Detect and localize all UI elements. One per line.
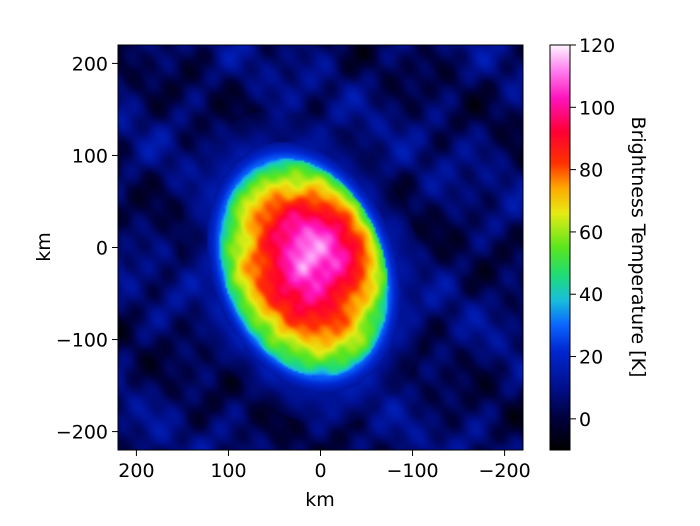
y-axis-label: km [33, 232, 55, 262]
colorbar-tick-label: 40 [579, 284, 603, 306]
colorbar-label: Brightness Temperature [K] [627, 117, 649, 378]
x-tick-label: 0 [314, 460, 326, 482]
colorbar-tick-label: 100 [579, 97, 615, 119]
y-axis: 200 100 0 −100 −200 [56, 53, 118, 444]
y-tick-label: −100 [56, 330, 108, 352]
x-tick-label: 100 [210, 460, 246, 482]
x-axis: 200 100 0 −100 −200 [118, 450, 531, 482]
y-tick-label: −200 [56, 422, 108, 444]
colorbar-tick-label: 80 [579, 160, 603, 182]
colorbar-tick-label: 0 [579, 409, 591, 431]
x-tick-label: −200 [478, 460, 530, 482]
heatmap-image [118, 45, 523, 450]
y-tick-label: 100 [72, 145, 108, 167]
colorbar-tick-label: 120 [579, 35, 615, 57]
colorbar-tick-label: 20 [579, 347, 603, 369]
heatmap-raster [118, 45, 523, 450]
colorbar-tick-label: 60 [579, 222, 603, 244]
x-tick-label: −100 [386, 460, 438, 482]
colorbar-frame [549, 44, 571, 451]
colorbar-gradient [550, 45, 570, 450]
x-axis-label: km [305, 489, 335, 511]
x-tick-label: 200 [118, 460, 154, 482]
y-tick-label: 0 [96, 238, 108, 260]
colorbar-ticks: 0 20 40 60 80 100 120 [570, 35, 615, 431]
y-tick-label: 200 [72, 53, 108, 75]
colorbar: 0 20 40 60 80 100 120 Brightness Temperature [… [549, 35, 649, 451]
